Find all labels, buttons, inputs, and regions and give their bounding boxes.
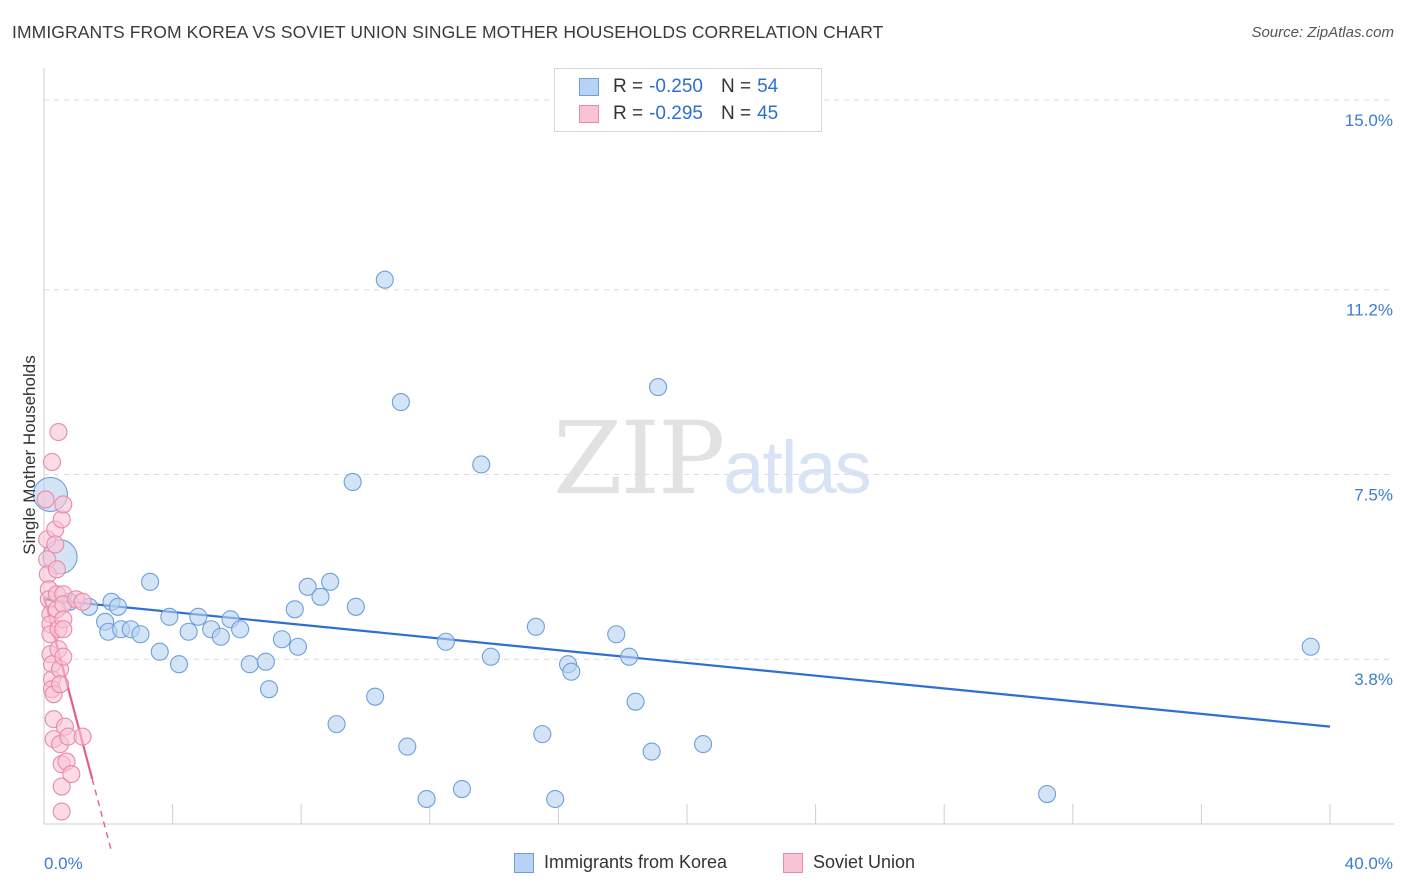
- legend-n-label: N =: [720, 76, 752, 97]
- korea-point: [391, 393, 410, 412]
- korea-point: [472, 455, 491, 474]
- korea-point: [620, 647, 639, 666]
- korea-point: [169, 655, 189, 674]
- korea-point: [311, 587, 330, 606]
- bottom-legend-label-korea: Immigrants from Korea: [544, 852, 728, 872]
- soviet-point: [54, 647, 73, 666]
- korea-point: [562, 662, 581, 681]
- korea-point: [259, 680, 279, 699]
- legend-r-label: R =: [613, 76, 644, 97]
- korea-point: [526, 617, 545, 636]
- correlation-legend: R = -0.250 N = 54 R = -0.295 N = 45: [554, 68, 822, 132]
- korea-point: [626, 692, 645, 711]
- korea-point: [160, 607, 179, 626]
- y-tick-label: 11.2%: [1346, 301, 1393, 320]
- legend-r-value: -0.295: [649, 103, 703, 124]
- soviet-trend-extension: [91, 778, 113, 852]
- soviet-point: [54, 495, 73, 514]
- korea-point: [481, 647, 500, 666]
- korea-point: [366, 687, 385, 706]
- korea-point: [272, 630, 291, 649]
- korea-point: [240, 655, 259, 674]
- soviet-point: [54, 620, 73, 639]
- x-tick-label: 40.0%: [1345, 854, 1393, 873]
- chart-title: IMMIGRANTS FROM KOREA VS SOVIET UNION SI…: [12, 22, 884, 42]
- legend-r-value: -0.250: [649, 76, 703, 97]
- legend-row-korea: R = -0.250 N = 54: [579, 75, 778, 99]
- korea-point: [189, 607, 208, 626]
- bottom-legend-label-soviet: Soviet Union: [813, 852, 916, 872]
- korea-point: [375, 270, 394, 289]
- data-points: [32, 270, 1320, 821]
- korea-point: [327, 715, 346, 734]
- korea-point: [288, 637, 308, 656]
- x-tick-label: 0.0%: [44, 854, 83, 873]
- korea-point: [285, 600, 304, 619]
- korea-point: [546, 789, 565, 809]
- korea-point: [417, 789, 436, 809]
- korea-point: [607, 625, 626, 644]
- korea-point: [346, 597, 365, 616]
- legend-r-label: R =: [613, 103, 644, 124]
- soviet-point: [52, 777, 71, 796]
- y-axis-label: Single Mother Households: [20, 355, 39, 555]
- legend-n-value: 45: [757, 103, 779, 124]
- soviet-point: [73, 727, 92, 746]
- korea-point: [211, 627, 230, 646]
- bottom-legend-korea: Immigrants from Korea: [514, 852, 727, 873]
- watermark-atlas: atlas: [723, 426, 871, 509]
- korea-point: [398, 737, 417, 756]
- tick-labels: 3.8% 7.5% 11.2% 15.0% 0.0% 40.0%: [44, 111, 1393, 873]
- legend-n-label: N =: [720, 103, 752, 124]
- korea-point: [179, 622, 198, 641]
- bottom-legend-soviet: Soviet Union: [783, 852, 915, 873]
- korea-point: [1301, 637, 1320, 656]
- y-tick-label: 15.0%: [1345, 111, 1393, 130]
- korea-point: [1038, 784, 1057, 804]
- source-credit: Source: ZipAtlas.com: [1251, 24, 1394, 41]
- soviet-point: [49, 422, 68, 442]
- korea-point: [436, 632, 455, 651]
- korea-trend-line: [43, 598, 1331, 728]
- korea-point: [150, 642, 169, 661]
- soviet-point: [47, 560, 66, 579]
- bottom-legend-swatch-korea: [514, 852, 534, 873]
- korea-point: [649, 378, 668, 397]
- korea-point: [131, 625, 150, 644]
- y-tick-label: 7.5%: [1354, 485, 1393, 504]
- legend-swatch-korea: [579, 78, 599, 96]
- axes: [43, 68, 1394, 825]
- legend-n-value: 54: [757, 76, 779, 97]
- korea-point: [343, 472, 362, 492]
- bottom-legend-swatch-soviet: [783, 852, 803, 873]
- korea-point: [533, 725, 552, 744]
- korea-point: [298, 577, 317, 596]
- watermark: ZIPatlas: [553, 400, 872, 517]
- korea-point: [141, 572, 160, 591]
- soviet-point: [52, 510, 71, 529]
- korea-point: [694, 735, 713, 754]
- korea-point: [321, 572, 340, 591]
- soviet-point: [62, 765, 81, 784]
- soviet-point: [52, 802, 71, 821]
- watermark-zip: ZIP: [553, 400, 725, 517]
- soviet-point: [46, 535, 65, 554]
- soviet-point: [36, 490, 55, 509]
- korea-point: [108, 597, 127, 616]
- soviet-point: [73, 592, 92, 611]
- gridlines: [44, 99, 1394, 660]
- soviet-point: [42, 452, 62, 472]
- korea-point: [256, 652, 275, 671]
- legend-swatch-soviet: [579, 105, 599, 123]
- korea-point: [231, 620, 250, 639]
- y-tick-label: 3.8%: [1354, 670, 1393, 689]
- korea-point: [452, 779, 472, 799]
- korea-point: [642, 742, 661, 761]
- legend-row-soviet: R = -0.295 N = 45: [579, 102, 778, 126]
- soviet-point: [51, 675, 70, 694]
